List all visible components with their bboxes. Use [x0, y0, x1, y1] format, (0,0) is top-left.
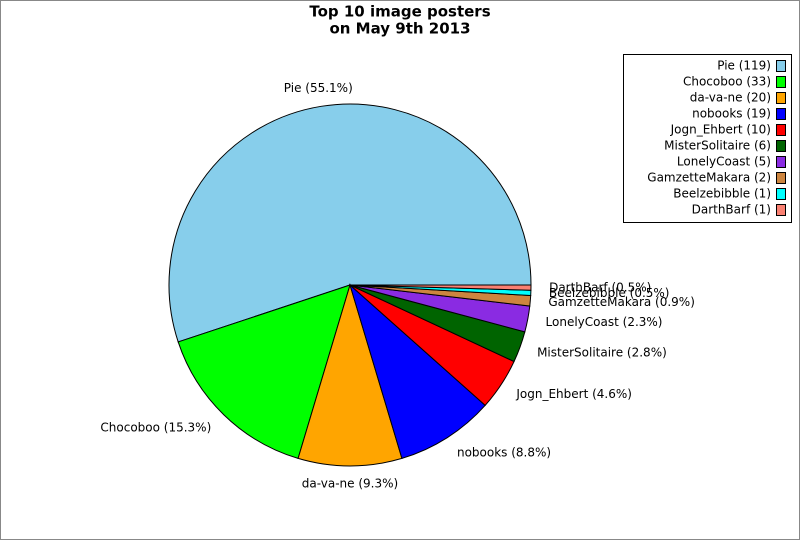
legend-swatch	[776, 140, 786, 152]
chart-title: on May 9th 2013	[329, 20, 470, 38]
legend-swatch	[776, 172, 786, 184]
slice-label: Jogn_Ehbert (4.6%)	[515, 387, 632, 401]
slice-label: Pie (55.1%)	[284, 81, 353, 95]
slice-label: Beelzebibble (0.5%)	[549, 286, 670, 300]
legend-label: Pie (119)	[717, 59, 771, 73]
pie-slice	[168, 103, 532, 343]
legend-label: nobooks (19)	[692, 107, 771, 121]
legend-label: Beelzebibble (1)	[673, 187, 771, 201]
pie-slice	[349, 284, 532, 291]
legend-swatch	[776, 76, 786, 88]
pie-slice	[349, 283, 486, 460]
legend-label: LonelyCoast (5)	[677, 155, 771, 169]
pie-slice	[177, 284, 351, 460]
slice-label: Chocoboo (15.3%)	[100, 420, 211, 434]
legend-label: da-va-ne (20)	[690, 91, 771, 105]
legend-swatch	[776, 156, 786, 168]
legend-swatch	[776, 124, 786, 136]
slice-label: LonelyCoast (2.3%)	[546, 315, 663, 329]
legend-label: MisterSolitaire (6)	[664, 139, 771, 153]
legend-label: Jogn_Ehbert (10)	[670, 123, 771, 137]
slice-label: nobooks (8.8%)	[457, 445, 551, 459]
slice-label: DarthBarf (0.5%)	[549, 280, 651, 294]
legend-swatch	[776, 188, 786, 200]
legend-label: GamzetteMakara (2)	[647, 171, 771, 185]
pie-slice	[297, 283, 403, 467]
slice-label: MisterSolitaire (2.8%)	[537, 346, 667, 360]
legend-swatch	[776, 108, 786, 120]
slice-label: GamzetteMakara (0.9%)	[548, 295, 695, 309]
legend-swatch	[776, 60, 786, 72]
chart-title: Top 10 image posters	[309, 3, 490, 21]
legend-box	[623, 54, 792, 223]
legend-swatch	[776, 204, 786, 216]
legend-swatch	[776, 92, 786, 104]
slice-label: da-va-ne (9.3%)	[302, 477, 398, 491]
legend-label: DarthBarf (1)	[692, 203, 771, 217]
legend-label: Chocoboo (33)	[683, 75, 771, 89]
